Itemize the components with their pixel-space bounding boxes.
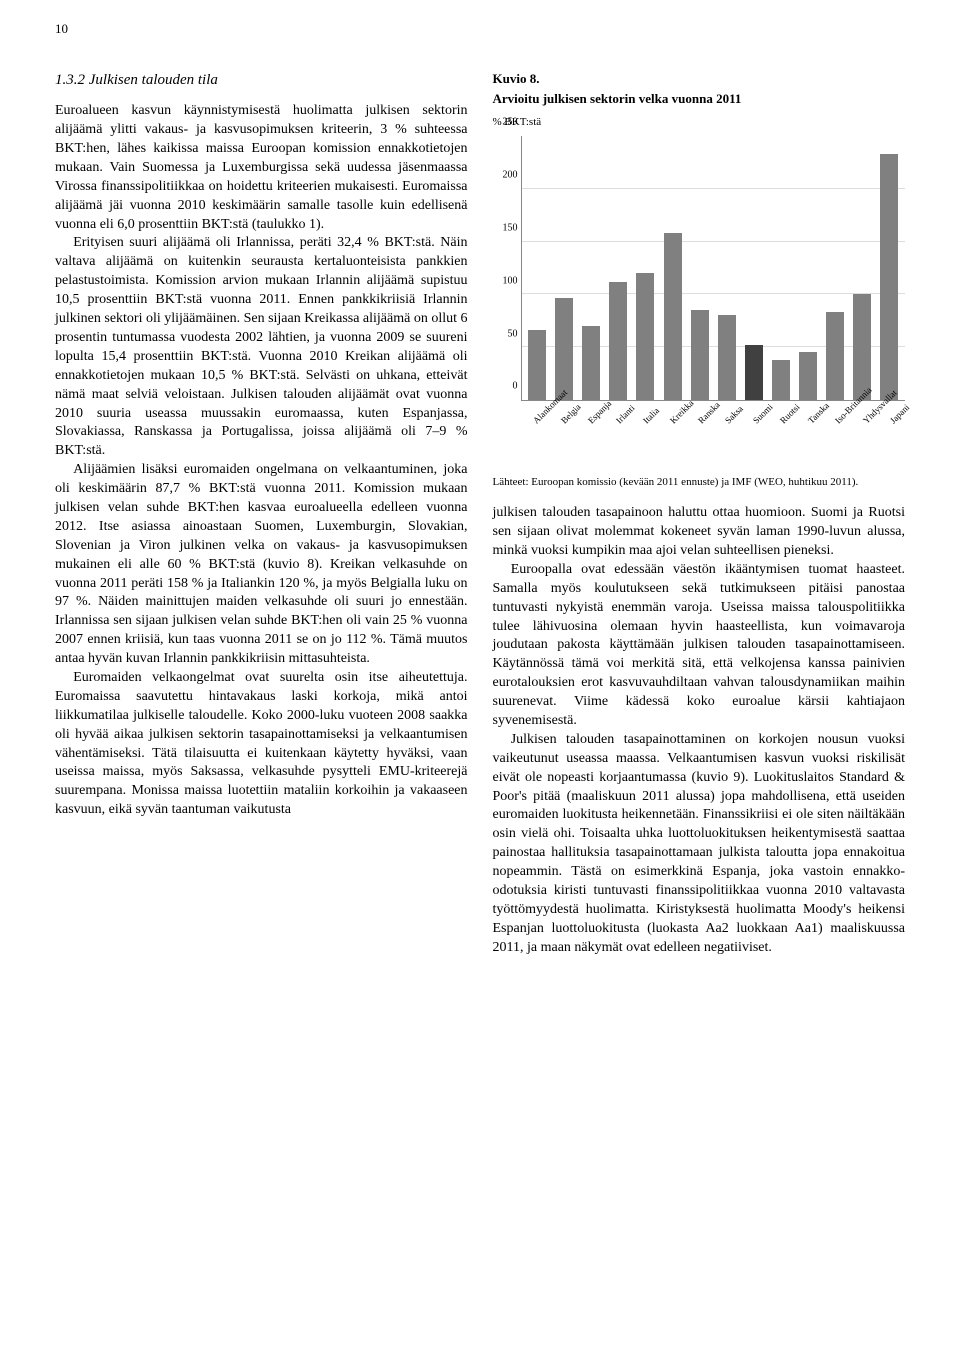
right-column: Kuvio 8. Arvioitu julkisen sektorin velk… (493, 70, 906, 958)
left-column: 1.3.2 Julkisen talouden tila Euroalueen … (55, 70, 468, 958)
section-number: 1.3.2 (55, 72, 85, 88)
chart-bar (582, 326, 600, 400)
chart-bar (745, 345, 763, 400)
chart-bar (528, 330, 546, 400)
chart-figure: Kuvio 8. Arvioitu julkisen sektorin velk… (493, 70, 906, 489)
chart-source: Lähteet: Euroopan komissio (kevään 2011 … (493, 475, 906, 489)
chart-ytick: 50 (494, 327, 518, 341)
chart-ytick: 150 (494, 221, 518, 235)
chart-bar (718, 315, 736, 399)
left-p4: Euromaiden velkaongelmat ovat suurelta o… (55, 669, 468, 820)
chart-bar (609, 282, 627, 400)
chart-ylabel: % BKT:stä (493, 115, 906, 130)
chart-ytick: 100 (494, 274, 518, 288)
chart-bar (772, 360, 790, 400)
chart-bar (880, 154, 898, 400)
chart-bar (555, 298, 573, 400)
chart-title: Kuvio 8. (493, 70, 906, 88)
chart-bar (799, 352, 817, 400)
chart-xlabels: AlankomaatBelgiaEspanjaIrlantiItaliaKrei… (521, 405, 906, 465)
left-p3: Alijäämien lisäksi euromaiden ongelmana … (55, 461, 468, 669)
left-p1: Euroalueen kasvun käynnistymisestä huoli… (55, 102, 468, 234)
chart-ytick: 250 (494, 116, 518, 130)
section-heading: Julkisen talouden tila (89, 72, 218, 88)
right-p2: Euroopalla ovat edessään väestön ikäänty… (493, 561, 906, 731)
chart-bars (522, 136, 906, 400)
chart-subtitle: Arvioitu julkisen sektorin velka vuonna … (493, 90, 906, 108)
page-number: 10 (55, 20, 68, 38)
chart-ytick: 200 (494, 169, 518, 183)
chart-bar (853, 294, 871, 400)
chart-bar (826, 312, 844, 400)
right-p1: julkisen talouden tasapainoon haluttu ot… (493, 504, 906, 561)
section-title: 1.3.2 Julkisen talouden tila (55, 70, 468, 90)
main-content: 1.3.2 Julkisen talouden tila Euroalueen … (55, 70, 905, 958)
chart-area: 050100150200250 (521, 136, 906, 401)
right-p3: Julkisen talouden tasapainottaminen on k… (493, 731, 906, 958)
left-p2: Erityisen suuri alijäämä oli Irlannissa,… (55, 234, 468, 461)
chart-ytick: 0 (494, 380, 518, 394)
chart-bar (636, 273, 654, 400)
chart-bar (664, 233, 682, 400)
chart-bar (691, 310, 709, 400)
